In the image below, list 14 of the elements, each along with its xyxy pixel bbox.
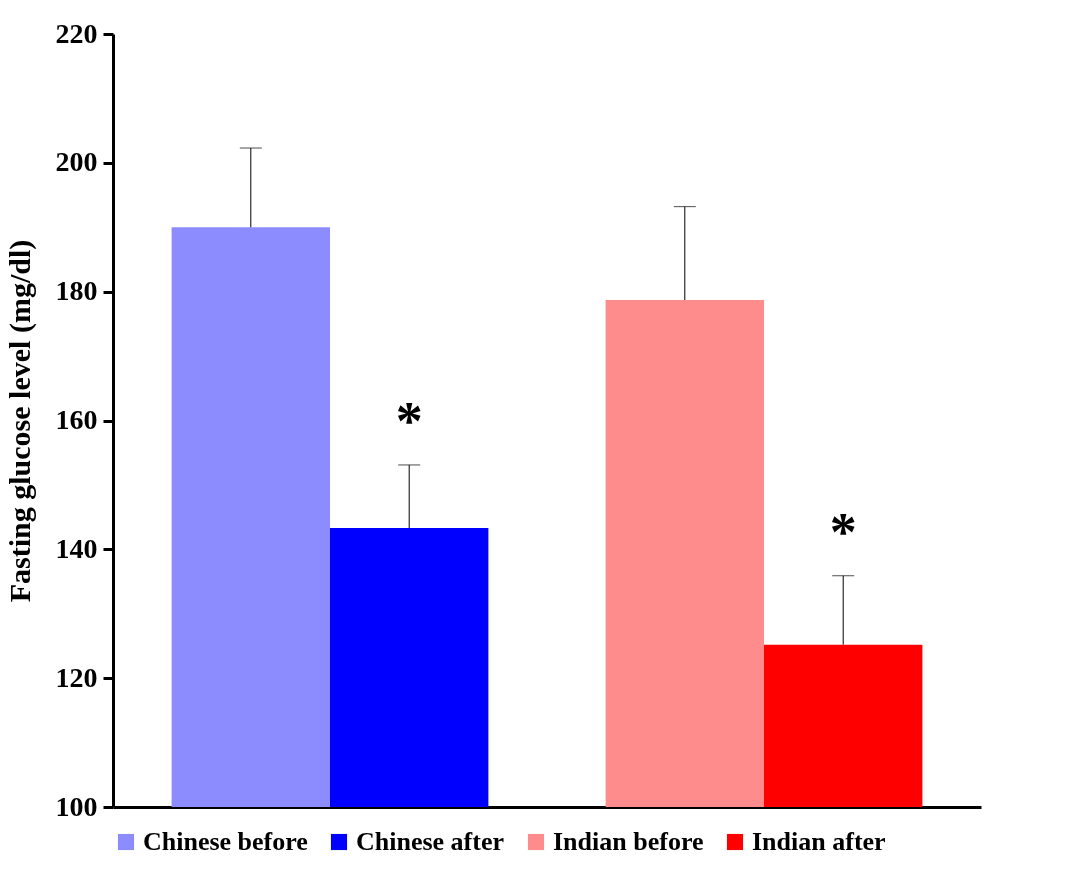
y-tick-label: 120 (55, 661, 98, 693)
legend-label: Chinese before (143, 827, 308, 856)
legend-label: Indian before (553, 827, 704, 856)
y-tick-label: 100 (55, 790, 98, 822)
y-tick-label: 160 (55, 404, 98, 435)
y-tick-label: 180 (55, 275, 98, 307)
legend-label: Chinese after (356, 827, 505, 856)
y-tick-label: 140 (55, 532, 98, 564)
legend-label: Indian after (752, 827, 886, 856)
y-tick-label: 200 (55, 146, 98, 178)
annotation: * (395, 390, 423, 451)
y-tick-label: 220 (55, 17, 98, 49)
annotation: * (829, 501, 857, 562)
y-axis-title: Fasting glucose level (mg/dl) (2, 239, 37, 603)
